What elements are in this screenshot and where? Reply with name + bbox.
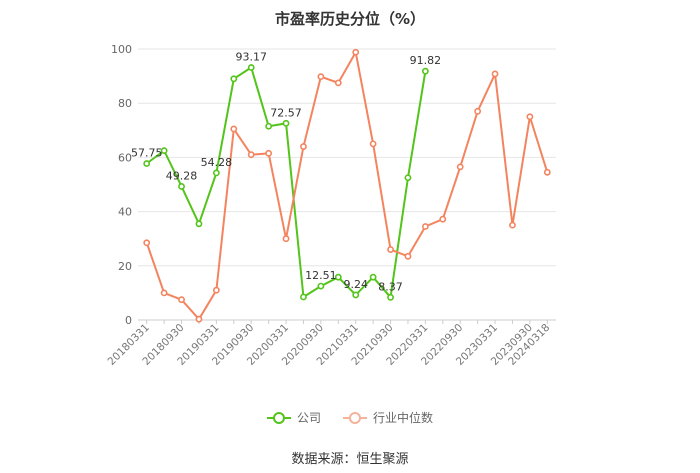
data-point-company[interactable]: [421, 67, 429, 75]
data-point-industry-median[interactable]: [352, 48, 360, 56]
data-point-company[interactable]: [265, 122, 273, 130]
data-point-company[interactable]: [195, 220, 203, 228]
data-point-industry-median[interactable]: [317, 73, 325, 81]
data-point-company[interactable]: [143, 160, 151, 167]
data-label: 54.28: [201, 156, 233, 169]
data-point-industry-median[interactable]: [404, 252, 412, 260]
data-point-company[interactable]: [300, 293, 307, 301]
data-point-company[interactable]: [212, 169, 220, 177]
data-label: 57.75: [131, 146, 163, 159]
data-point-industry-median[interactable]: [300, 143, 307, 150]
data-label: 12.51: [305, 269, 337, 282]
y-tick-label: 40: [118, 206, 132, 219]
data-point-industry-median[interactable]: [491, 70, 499, 78]
data-point-company[interactable]: [334, 273, 342, 281]
legend-item-company[interactable]: 公司: [266, 409, 321, 426]
data-point-industry-median[interactable]: [160, 289, 168, 297]
legend: 公司 行业中位数: [0, 409, 700, 426]
data-point-industry-median[interactable]: [195, 315, 203, 323]
data-point-industry-median[interactable]: [509, 221, 516, 229]
data-point-industry-median[interactable]: [143, 239, 151, 247]
data-label: 9.24: [343, 278, 368, 291]
axes: 0204060801002018033120180930201903312019…: [106, 43, 553, 368]
data-point-industry-median[interactable]: [334, 79, 342, 87]
legend-company-marker-icon: [266, 411, 291, 424]
legend-industry-marker-icon: [343, 411, 367, 424]
data-point-industry-median[interactable]: [265, 149, 273, 157]
chart-title: 市盈率历史分位（%）: [274, 10, 426, 28]
data-point-industry-median[interactable]: [456, 163, 464, 171]
data-point-industry-median[interactable]: [439, 215, 447, 223]
data-point-company[interactable]: [230, 75, 238, 83]
y-tick-label: 20: [118, 260, 132, 273]
data-point-company[interactable]: [178, 183, 185, 190]
data-label: 8.37: [378, 280, 403, 293]
series-line-industry-median: [145, 51, 549, 321]
grid-lines: [138, 48, 556, 321]
data-label: 49.28: [166, 169, 198, 182]
y-tick-label: 80: [118, 97, 132, 110]
data-point-company[interactable]: [317, 282, 325, 290]
data-point-company[interactable]: [247, 64, 255, 71]
series-lines: [143, 48, 551, 323]
data-point-company[interactable]: [282, 119, 290, 127]
legend-industry-label: 行业中位数: [373, 411, 434, 425]
y-tick-label: 100: [111, 43, 132, 56]
data-point-company[interactable]: [369, 273, 377, 281]
data-point-industry-median[interactable]: [282, 235, 290, 243]
y-tick-label: 0: [125, 314, 132, 327]
data-label: 72.57: [270, 106, 302, 119]
data-point-company[interactable]: [404, 174, 412, 182]
legend-item-industry-median[interactable]: 行业中位数: [343, 409, 433, 426]
data-point-industry-median[interactable]: [474, 107, 482, 115]
y-tick-label: 60: [118, 151, 132, 164]
data-point-industry-median[interactable]: [387, 246, 394, 253]
legend-company-label: 公司: [296, 411, 321, 425]
data-label: 93.17: [235, 51, 267, 64]
data-source-note: 数据来源：恒生聚源: [291, 452, 409, 467]
data-point-industry-median[interactable]: [369, 140, 377, 148]
data-point-industry-median[interactable]: [421, 223, 429, 230]
data-point-company[interactable]: [160, 147, 168, 155]
data-point-industry-median[interactable]: [178, 296, 185, 304]
data-point-industry-median[interactable]: [247, 151, 255, 159]
data-point-company[interactable]: [387, 293, 394, 301]
data-point-company[interactable]: [352, 291, 360, 299]
data-point-industry-median[interactable]: [212, 286, 220, 294]
data-point-industry-median[interactable]: [230, 125, 238, 133]
data-label: 91.82: [410, 54, 442, 67]
data-point-industry-median[interactable]: [526, 113, 534, 121]
data-point-industry-median[interactable]: [543, 168, 551, 176]
